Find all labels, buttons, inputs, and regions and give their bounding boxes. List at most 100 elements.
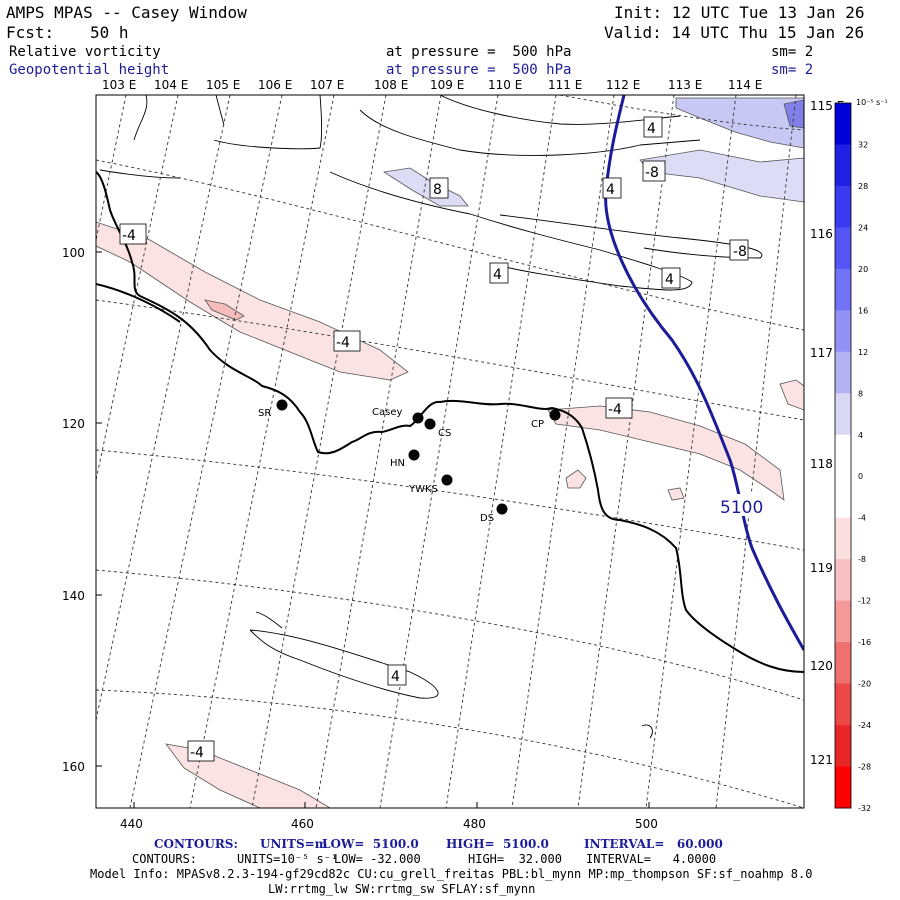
- colorbar-swatch: [835, 725, 851, 768]
- colorbar-swatch: [835, 683, 851, 726]
- colorbar-label: -12: [858, 597, 871, 606]
- field-2-smooth: sm= 2: [771, 62, 814, 78]
- colorbar-swatch: [835, 227, 851, 270]
- model-info: Model Info: MPASv8.2.3-194-gf29cd82c CU:…: [90, 867, 813, 881]
- plot-title: AMPS MPAS -- Casey Window: [6, 3, 247, 22]
- colorbar-swatch: [835, 185, 851, 228]
- negative-vorticity-band: [96, 221, 409, 381]
- contour-label: -4: [122, 228, 136, 244]
- station-label: CP: [531, 419, 544, 430]
- colorbar-label: -8: [858, 555, 866, 564]
- positive-vorticity-area: [639, 149, 804, 203]
- station-marker: [276, 399, 288, 411]
- contour-label: -8: [645, 165, 659, 181]
- coastline: [96, 283, 181, 323]
- map-frame: [95, 94, 805, 809]
- contour-label: 4: [606, 182, 615, 198]
- lon-label: 104 E: [154, 78, 189, 92]
- lon-label: 103 E: [102, 78, 137, 92]
- colorbar-label: 4: [858, 431, 863, 440]
- contour-label: 4: [665, 272, 674, 288]
- footer-units-1: UNITS=m: [260, 837, 328, 851]
- height-contour-label: 5100: [720, 498, 763, 518]
- height-label-box: [717, 494, 767, 516]
- contour-label: -4: [336, 335, 350, 351]
- x-tick-label: 440: [120, 817, 143, 831]
- colorbar-swatch: [835, 642, 851, 685]
- colorbar-swatch: [835, 310, 851, 353]
- footer-interval-2: INTERVAL= 4.0000: [586, 852, 717, 866]
- field-1-name: Relative vorticity: [9, 44, 161, 60]
- footer-low-1: LOW= 5100.0: [322, 837, 419, 851]
- lon-label: 110 E: [488, 78, 523, 92]
- lon-label: 113 E: [668, 78, 703, 92]
- station-label: YWKS: [408, 484, 438, 495]
- lon-label: 111 E: [548, 78, 583, 92]
- contour-label: 4: [391, 669, 400, 685]
- contour-label: -4: [608, 402, 622, 418]
- forecast-hour: 50 h: [90, 23, 129, 42]
- colorbar-swatch: [835, 559, 851, 602]
- colorbar-swatch: [835, 600, 851, 643]
- station-label: DS: [480, 513, 494, 524]
- contour-label: 4: [493, 267, 502, 283]
- coastline: [96, 171, 804, 673]
- station-marker: [412, 412, 424, 424]
- colorbar-swatch: [835, 517, 851, 560]
- colorbar-label: 8: [858, 389, 863, 398]
- field-1-level: at pressure = 500 hPa: [386, 44, 572, 60]
- footer-interval-1: INTERVAL= 60.000: [584, 837, 723, 851]
- station-marker: [408, 449, 420, 461]
- contour-label: -4: [190, 745, 204, 761]
- footer-units-2: UNITS=10⁻⁵ s⁻¹: [237, 852, 339, 866]
- colorbar-frame: [834, 102, 852, 809]
- colorbar-swatch: [835, 434, 851, 477]
- contour-label: 4: [647, 121, 656, 137]
- contour-label: -8: [733, 244, 747, 260]
- colorbar-label: 32: [858, 140, 868, 149]
- colorbar-swatch: [835, 393, 851, 436]
- y-tick-label: 100: [62, 246, 85, 260]
- colorbar-label: 12: [858, 348, 868, 357]
- contour-label: 8: [433, 182, 442, 198]
- colorbar-swatch: [835, 103, 851, 145]
- x-tick-label: 460: [291, 817, 314, 831]
- field-2-level: at pressure = 500 hPa: [386, 62, 572, 78]
- colorbar-label: 24: [858, 223, 868, 232]
- colorbar-label: -16: [858, 638, 871, 647]
- negative-vorticity-core: [204, 299, 245, 321]
- contour-labels: 4 -8 8 4 -4 -8 4 4 -4 -4 -4 4: [119, 116, 749, 762]
- colorbar-label: 20: [858, 265, 868, 274]
- field-2-name: Geopotential height: [9, 62, 170, 78]
- footer-contours-2: CONTOURS:: [132, 852, 198, 866]
- footer-high-1: HIGH= 5100.0: [446, 837, 549, 851]
- colorbar-label: -28: [858, 763, 871, 772]
- vorticity-contours: [99, 95, 763, 739]
- lon-label: 107 E: [310, 78, 345, 92]
- station-label: SR: [258, 408, 271, 419]
- colorbar-label: -24: [858, 721, 871, 730]
- y-tick-label: 120: [62, 417, 85, 431]
- footer-high-2: HIGH= 32.000: [468, 852, 562, 866]
- colorbar-swatch: [835, 268, 851, 311]
- station-marker: [549, 409, 561, 421]
- station-label: HN: [390, 458, 405, 469]
- station-label: CS: [438, 428, 451, 439]
- lon-label: 112 E: [606, 78, 641, 92]
- negative-vorticity-area: [565, 469, 587, 489]
- station-marker: [424, 418, 436, 430]
- negative-vorticity-area: [667, 487, 685, 501]
- lon-label: 108 E: [374, 78, 409, 92]
- positive-vorticity-area: [675, 97, 804, 149]
- footer-low-2: LOW= -32.000: [334, 852, 421, 866]
- colorbar-swatch: [835, 144, 851, 187]
- forecast-label: Fcst:: [6, 23, 55, 42]
- y-tick-label: 140: [62, 589, 85, 603]
- station-markers: [276, 399, 561, 515]
- x-tick-label: 500: [635, 817, 658, 831]
- field-1-smooth: sm= 2: [771, 44, 814, 60]
- colorbar: 32 28 24 20 16 12 8 4 0 -4 -8 -12 -16 -20 -24 -28 -32: [834, 102, 871, 813]
- axis-ticks: [96, 251, 650, 808]
- colorbar-label: -20: [858, 680, 871, 689]
- lon-label: 114 E: [728, 78, 763, 92]
